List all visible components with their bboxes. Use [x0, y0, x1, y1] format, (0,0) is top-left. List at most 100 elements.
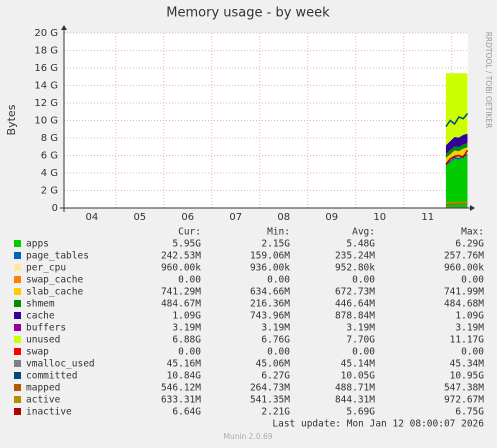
area — [445, 155, 468, 208]
legend-label: inactive — [26, 407, 72, 418]
legend-label: vmalloc_used — [26, 359, 95, 370]
legend-label: buffers — [26, 323, 66, 334]
legend-stat: 0.00 — [267, 347, 290, 358]
legend-stat: 10.84G — [167, 371, 202, 382]
legend-stat: 488.71M — [335, 383, 375, 394]
x-tick-label: 09 — [325, 212, 338, 223]
legend-stat: 6.88G — [172, 335, 201, 346]
legend-stat: 547.38M — [444, 383, 484, 394]
column-header: Avg: — [352, 227, 375, 238]
legend-stat: 541.35M — [250, 395, 290, 406]
legend-stat: 1.09G — [455, 311, 484, 322]
legend-label: swap_cache — [26, 275, 83, 286]
y-tick-label: 16 G — [34, 63, 58, 74]
legend-swatch — [14, 348, 21, 355]
y-tick-label: 10 G — [34, 116, 58, 127]
legend-stat: 3.19M — [261, 323, 290, 334]
legend-stat: 741.29M — [161, 287, 201, 298]
y-tick-label: 0 — [52, 203, 58, 214]
legend-swatch — [14, 396, 21, 403]
legend-stat: 634.66M — [250, 287, 290, 298]
legend-stat: 264.73M — [250, 383, 290, 394]
column-header: Cur: — [178, 227, 201, 238]
chart-title: Memory usage - by week — [166, 6, 330, 21]
y-tick-label: 12 G — [34, 98, 58, 109]
legend-label: active — [26, 395, 61, 406]
legend-label: slab_cache — [26, 287, 83, 298]
legend-stat: 5.69G — [346, 407, 375, 418]
legend-stat: 0.00 — [461, 275, 484, 286]
legend-label: shmem — [26, 299, 55, 310]
legend-swatch — [14, 300, 21, 307]
column-header: Max: — [461, 227, 484, 238]
legend: Cur: Min: Avg: Max: apps 5.95G 2.15G 5.48G 6.29G… — [14, 227, 484, 418]
legend-stat: 972.67M — [444, 395, 484, 406]
legend-label: mapped — [26, 383, 60, 394]
legend-stat: 952.80k — [335, 263, 375, 274]
legend-label: apps — [26, 239, 49, 250]
legend-stat: 5.95G — [172, 239, 201, 250]
legend-stat: 6.27G — [261, 371, 290, 382]
legend-stat: 6.76G — [261, 335, 290, 346]
legend-label: page_tables — [26, 251, 89, 262]
y-tick-label: 6 G — [41, 151, 58, 162]
legend-stat: 0.00 — [267, 275, 290, 286]
legend-stat: 672.73M — [335, 287, 375, 298]
x-tick-label: 05 — [133, 212, 146, 223]
legend-stat: 242.53M — [161, 251, 201, 262]
legend-stat: 484.68M — [444, 299, 484, 310]
last-update: Last update: Mon Jan 12 08:00:07 2026 — [272, 419, 484, 430]
legend-stat: 45.16M — [167, 359, 202, 370]
y-tick-label: 14 G — [34, 81, 58, 92]
legend-stat: 216.36M — [250, 299, 290, 310]
legend-stat: 960.00k — [161, 263, 201, 274]
legend-stat: 45.34M — [450, 359, 485, 370]
line — [445, 201, 468, 204]
legend-stat: 741.99M — [444, 287, 484, 298]
x-tick-label: 06 — [181, 212, 194, 223]
x-tick-label: 10 — [373, 212, 386, 223]
legend-swatch — [14, 252, 21, 259]
legend-stat: 3.19M — [172, 323, 201, 334]
legend-stat: 2.21G — [261, 407, 290, 418]
legend-label: unused — [26, 335, 60, 346]
legend-swatch — [14, 360, 21, 367]
y-tick-label: 8 G — [41, 133, 58, 144]
legend-swatch — [14, 408, 21, 415]
legend-stat: 5.48G — [346, 239, 375, 250]
legend-stat: 0.00 — [178, 347, 201, 358]
legend-stat: 633.31M — [161, 395, 201, 406]
legend-swatch — [14, 288, 21, 295]
legend-stat: 10.95G — [450, 371, 485, 382]
legend-stat: 936.00k — [250, 263, 290, 274]
y-tick-label: 20 G — [34, 28, 58, 39]
x-tick-label: 08 — [277, 212, 290, 223]
legend-stat: 257.76M — [444, 251, 484, 262]
y-tick-label: 18 G — [34, 46, 58, 57]
y-tick-label: 2 G — [41, 186, 58, 197]
legend-stat: 6.64G — [172, 407, 201, 418]
legend-stat: 844.31M — [335, 395, 375, 406]
legend-stat: 878.84M — [335, 311, 375, 322]
x-tick-label: 04 — [85, 212, 98, 223]
legend-label: swap — [26, 347, 49, 358]
legend-stat: 235.24M — [335, 251, 375, 262]
legend-stat: 1.09G — [172, 311, 201, 322]
legend-label: cache — [26, 311, 55, 322]
legend-stat: 3.19M — [346, 323, 375, 334]
legend-stat: 960.00k — [444, 263, 484, 274]
x-tick-label: 11 — [421, 212, 434, 223]
footer: Munin 2.0.69 — [223, 432, 272, 441]
y-axis-arrow — [61, 25, 67, 30]
legend-label: committed — [26, 371, 77, 382]
line — [445, 202, 468, 206]
side-text: RRDTOOL / TOBI OETIKER — [484, 32, 493, 129]
legend-stat: 446.64M — [335, 299, 375, 310]
legend-stat: 0.00 — [352, 347, 375, 358]
column-header: Min: — [267, 227, 290, 238]
legend-stat: 3.19M — [455, 323, 484, 334]
line — [445, 113, 469, 128]
legend-stat: 6.75G — [455, 407, 484, 418]
